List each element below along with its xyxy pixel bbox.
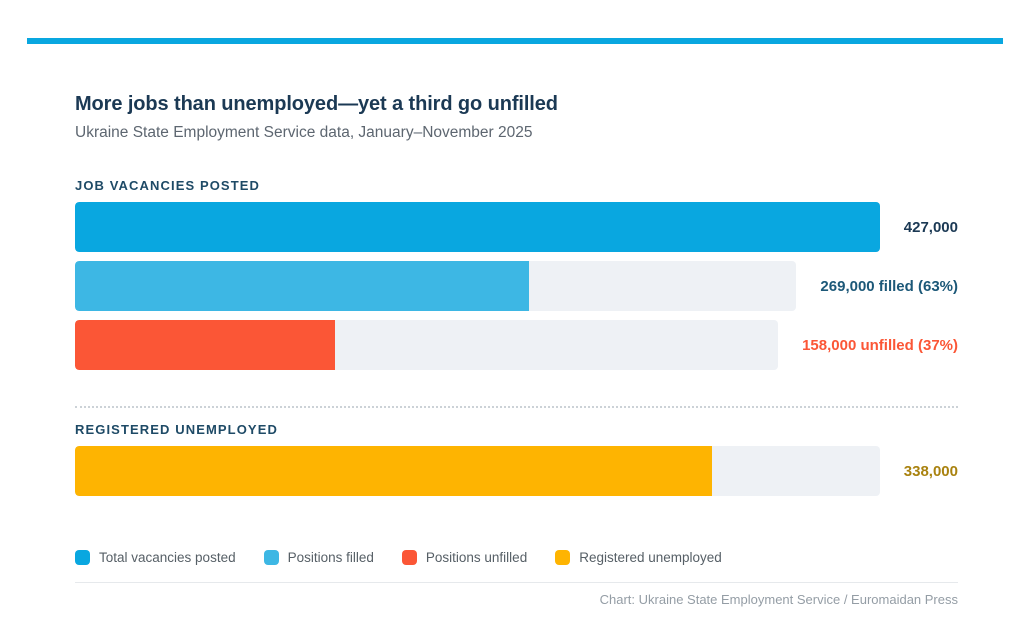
bar-value-label: 338,000 (903, 462, 958, 480)
top-accent-rule (27, 38, 1003, 44)
bar-track (75, 202, 880, 252)
legend-swatch-icon (401, 550, 417, 565)
bar-fill-total-vacancies (75, 202, 880, 252)
legend-item-positions-unfilled: Positions unfilled (401, 550, 528, 565)
legend-item-total-vacancies: Total vacancies posted (75, 550, 236, 565)
bar-value-label: 158,000 unfilled (37%) (802, 336, 958, 354)
bar-row-positions-filled: 269,000 filled (63%) (75, 261, 958, 311)
legend-swatch-icon (555, 550, 571, 565)
bar-row-positions-unfilled: 158,000 unfilled (37%) (75, 320, 958, 370)
legend-label: Positions unfilled (425, 550, 528, 565)
bar-track (75, 446, 880, 496)
legend-swatch-icon (263, 550, 279, 565)
section-label-unemployed: REGISTERED UNEMPLOYED (75, 422, 278, 437)
legend-label: Total vacancies posted (99, 550, 236, 565)
legend: Total vacancies posted Positions filled … (75, 550, 958, 565)
legend-swatch-icon (75, 550, 90, 565)
legend-label: Positions filled (287, 550, 374, 565)
bar-fill-registered-unemployed (75, 446, 713, 496)
bar-value-label: 427,000 (903, 218, 958, 236)
legend-item-registered-unemployed: Registered unemployed (555, 550, 722, 565)
chart: More jobs than unemployed—yet a third go… (75, 93, 958, 607)
dotted-divider (75, 406, 958, 408)
footer-credit: Chart: Ukraine State Employment Service … (599, 592, 958, 607)
bar-fill-positions-filled (75, 261, 530, 311)
bar-track (75, 320, 779, 370)
footer-divider (75, 582, 958, 583)
bar-value-label: 269,000 filled (63%) (820, 277, 958, 295)
bar-row-total-vacancies: 427,000 (75, 202, 958, 252)
bar-track (75, 261, 797, 311)
page-title: More jobs than unemployed—yet a third go… (75, 93, 558, 115)
legend-item-positions-filled: Positions filled (263, 550, 374, 565)
legend-label: Registered unemployed (579, 550, 722, 565)
page-subtitle: Ukraine State Employment Service data, J… (75, 124, 533, 141)
section-label-vacancies: JOB VACANCIES POSTED (75, 178, 261, 193)
bar-row-registered-unemployed: 338,000 (75, 446, 958, 496)
bar-fill-positions-unfilled (75, 320, 336, 370)
